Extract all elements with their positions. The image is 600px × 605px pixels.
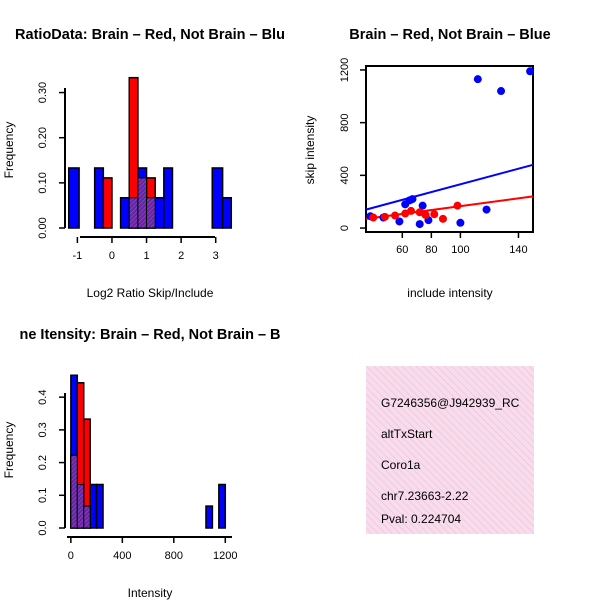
y-tick-label: 0.0 (37, 520, 49, 535)
y-tick-label: 0.20 (37, 127, 49, 148)
info-box-background (366, 366, 534, 534)
ratio-x-label: Log2 Ratio Skip/Include (87, 286, 214, 300)
histogram-bar-not-brain (205, 505, 214, 529)
scatter-point-not-brain (456, 218, 465, 227)
intensity-y-label: Frequency (2, 422, 16, 479)
scatter-point-brain (391, 211, 400, 220)
y-tick-label: 0.00 (37, 217, 49, 238)
histogram-bar-not-brain (154, 197, 165, 229)
x-tick-label: 400 (113, 550, 131, 562)
histogram-overlap-bar (83, 505, 91, 529)
histogram-bar-not-brain (218, 483, 227, 529)
scatter-point-brain (407, 206, 416, 215)
y-tick-label: 0.30 (37, 82, 49, 103)
histogram-bar-not-brain (89, 483, 98, 529)
x-tick-label: 0 (68, 550, 74, 562)
x-tick-label: 1200 (213, 550, 237, 562)
ratio-y-label: Frequency (2, 122, 16, 179)
scatter-point-brain (453, 201, 462, 210)
x-tick-label: 800 (165, 550, 183, 562)
regression-line-not-brain (365, 163, 534, 211)
histogram-bar-brain (102, 177, 113, 229)
info-box: G7246356@J942939_RC altTxStart Coro1a ch… (366, 366, 534, 534)
scatter-point-not-brain (418, 201, 427, 210)
y-tick-label: 400 (339, 166, 351, 184)
scatter-points (366, 67, 535, 229)
ratio-histogram: RatioData: Brain – Red, Not Brain – Blu … (2, 27, 285, 300)
x-tick-label: 80 (425, 244, 437, 256)
intensity-scatter: Brain – Red, Not Brain – Blue 60 80 100 140… (303, 27, 551, 300)
scatter-ticks: 60 80 100 140 0 400 800 1200 (339, 58, 528, 256)
scatter-point-brain (380, 212, 389, 221)
y-tick-label: 0.3 (37, 422, 49, 437)
scatter-point-brain (430, 210, 439, 219)
event-id: G7246356@J942939_RC (381, 396, 520, 410)
intensity-histogram-bars (70, 374, 227, 529)
histogram-overlap-bar (137, 177, 148, 229)
histogram-bar-not-brain (67, 167, 80, 229)
x-tick-label: 3 (213, 250, 219, 262)
histogram-bar-not-brain (95, 483, 104, 529)
histogram-bar-not-brain (221, 197, 233, 229)
scatter-point-not-brain (415, 220, 424, 229)
scatter-point-brain (438, 214, 447, 223)
intensity-ticks: 0 400 800 1200 0.0 0.1 0.2 0.3 0.4 (37, 390, 238, 562)
ratio-histogram-title: RatioData: Brain – Red, Not Brain – Blu (15, 27, 285, 43)
x-tick-label: 0 (109, 250, 115, 262)
histogram-bar-not-brain (163, 167, 174, 229)
scatter-y-label: skip intensity (303, 116, 317, 185)
gene-name: Coro1a (381, 458, 421, 472)
intensity-histogram-title: ne Itensity: Brain – Red, Not Brain – B (19, 327, 280, 343)
scatter-point-not-brain (395, 217, 404, 226)
histogram-bar-not-brain (93, 167, 105, 229)
ratio-histogram-bars (67, 76, 233, 229)
ratio-ticks: -1 0 1 2 3 0.00 0.10 0.20 0.30 (37, 82, 219, 262)
x-tick-label: -1 (72, 250, 82, 262)
y-tick-label: 0.2 (37, 455, 49, 470)
scatter-plot-box (365, 65, 534, 233)
y-tick-label: 1200 (339, 58, 351, 82)
x-tick-label: 140 (509, 244, 527, 256)
x-tick-label: 1 (143, 250, 149, 262)
histogram-overlap-bar (146, 197, 156, 229)
x-tick-label: 100 (451, 244, 469, 256)
histogram-overlap-bar (70, 454, 78, 529)
scatter-point-not-brain (482, 205, 491, 214)
intensity-histogram: ne Itensity: Brain – Red, Not Brain – B … (2, 327, 281, 600)
scatter-point-brain (369, 213, 378, 222)
y-tick-label: 0 (339, 225, 351, 231)
event-type: altTxStart (381, 427, 433, 441)
x-tick-label: 60 (396, 244, 408, 256)
y-tick-label: 0.1 (37, 488, 49, 503)
y-tick-label: 0.10 (37, 172, 49, 193)
scatter-point-brain (421, 210, 430, 219)
scatter-point-not-brain (526, 67, 535, 76)
histogram-overlap-bar (76, 483, 85, 529)
scatter-title: Brain – Red, Not Brain – Blue (349, 27, 550, 43)
histogram-bar-not-brain (211, 167, 224, 229)
intensity-x-label: Intensity (128, 586, 173, 600)
scatter-point-not-brain (497, 87, 506, 96)
x-tick-label: 2 (178, 250, 184, 262)
y-tick-label: 0.4 (37, 390, 49, 405)
scatter-x-label: include intensity (407, 286, 492, 300)
y-tick-label: 800 (339, 113, 351, 131)
p-value: Pval: 0.224704 (381, 512, 461, 526)
scatter-point-not-brain (408, 195, 417, 204)
histogram-overlap-bar (128, 197, 139, 229)
histogram-bar-not-brain (119, 197, 130, 229)
scatter-point-not-brain (473, 75, 482, 84)
genomic-location: chr7.23663-2.22 (381, 489, 469, 503)
scatter-fit-lines (365, 163, 534, 220)
